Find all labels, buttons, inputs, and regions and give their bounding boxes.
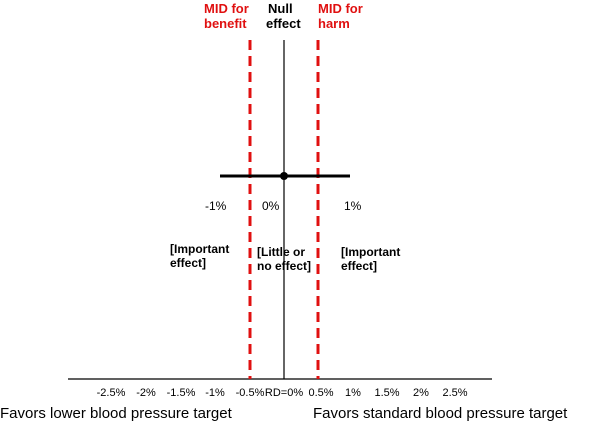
axis-tick-label: 1% — [345, 387, 361, 399]
point-estimate-label: 0% — [262, 199, 280, 213]
axis-tick-label: 1.5% — [374, 387, 400, 399]
axis-tick-label: 2.5% — [442, 387, 468, 399]
null-effect-label: Null effect — [266, 1, 301, 32]
region-left-line2: effect] — [170, 255, 207, 270]
axis-tick-label: 0.5% — [308, 387, 334, 399]
mid-harm-label-line1: MID for — [318, 1, 363, 16]
axis-tick-label: RD=0% — [264, 387, 304, 399]
ci-lower-label: -1% — [205, 199, 227, 213]
axis-tick-label: -0.5% — [235, 387, 265, 399]
axis-tick-label: 2% — [413, 387, 429, 399]
mid-benefit-label: MID for benefit — [204, 1, 249, 32]
axis-tick-label: -2% — [136, 387, 156, 399]
point-estimate-marker — [280, 172, 288, 180]
ci-upper-label: 1% — [344, 199, 362, 213]
region-right-line2: effect] — [341, 258, 378, 273]
axis-tick-label: -1.5% — [166, 387, 196, 399]
mid-benefit-label-line1: MID for — [204, 1, 249, 16]
mid-benefit-label-line2: benefit — [204, 15, 247, 31]
region-right-label: [Important effect] — [341, 245, 401, 274]
region-middle-line1: [Little or — [257, 245, 305, 259]
mid-harm-label: MID for harm — [318, 1, 363, 32]
null-effect-label-line2: effect — [266, 15, 301, 31]
null-effect-label-line1: Null — [268, 1, 293, 16]
mid-harm-label-line2: harm — [318, 15, 350, 31]
region-middle-label: [Little or no effect] — [257, 245, 311, 274]
axis-tick-label: -1% — [205, 387, 225, 399]
region-middle-line2: no effect] — [257, 258, 311, 273]
favors-right-label: Favors standard blood pressure target — [313, 405, 568, 422]
favors-left-label: Favors lower blood pressure target — [0, 405, 232, 422]
axis-tick-label: -2.5% — [96, 387, 126, 399]
region-left-line1: [Important — [170, 242, 230, 256]
region-left-label: [Important effect] — [170, 242, 230, 271]
region-right-line1: [Important — [341, 245, 401, 259]
